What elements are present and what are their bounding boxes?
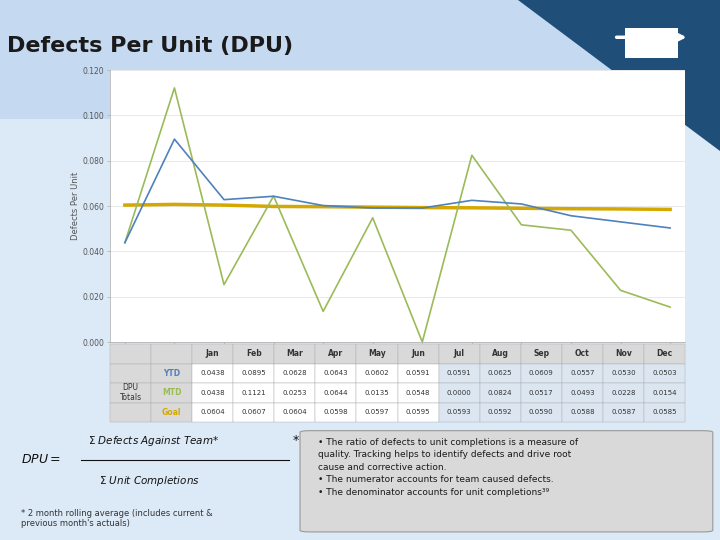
Bar [0, 0, 720, 119]
Y-axis label: Defects Per Unit: Defects Per Unit [71, 172, 80, 240]
Text: $\Sigma$ Defects Against Team*: $\Sigma$ Defects Against Team* [89, 434, 220, 448]
Polygon shape [518, 0, 720, 151]
Text: • The ratio of defects to unit completions is a measure of
quality. Tracking hel: • The ratio of defects to unit completio… [318, 437, 577, 497]
Text: $\Sigma$ Unit Completions: $\Sigma$ Unit Completions [99, 474, 200, 488]
Text: * 2 month rolling average (includes current &
previous month's actuals): * 2 month rolling average (includes curr… [22, 509, 213, 528]
FancyBboxPatch shape [300, 431, 713, 532]
Text: Defects Per Unit (DPU): Defects Per Unit (DPU) [7, 36, 293, 56]
Text: *: * [293, 434, 300, 447]
Text: $DPU=$: $DPU=$ [22, 454, 61, 467]
